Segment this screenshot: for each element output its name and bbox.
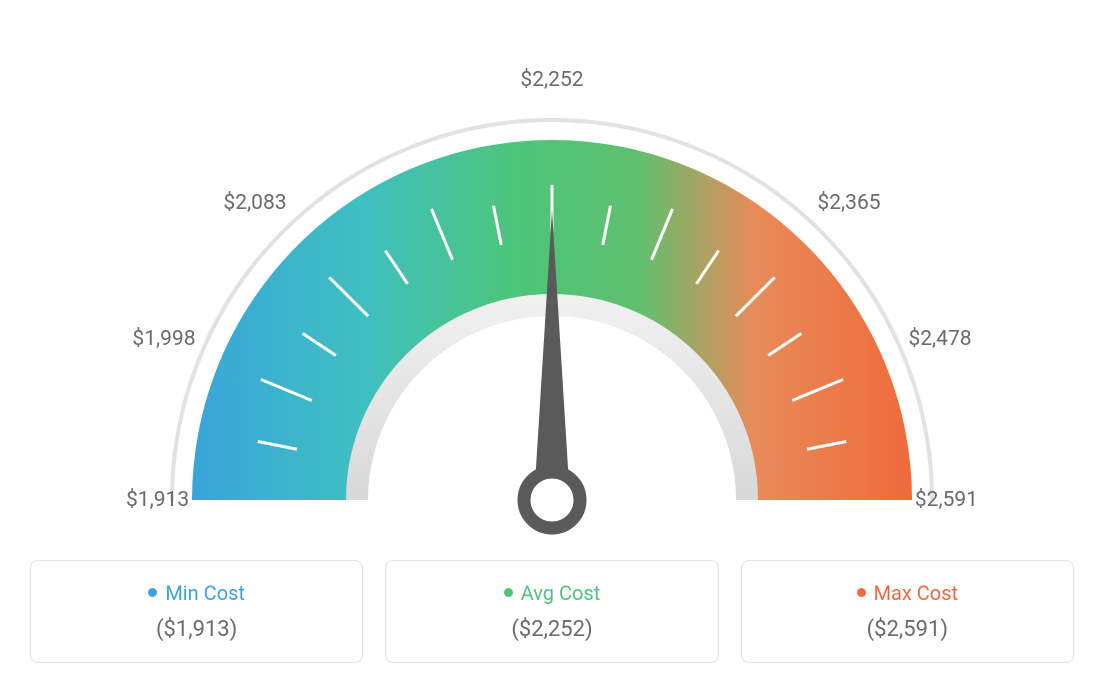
avg-cost-title: Avg Cost [404,581,699,605]
avg-cost-value: ($2,252) [404,617,699,642]
min-cost-title: Min Cost [49,581,344,605]
scale-label: $2,591 [915,488,978,512]
avg-dot-icon [504,588,513,597]
max-cost-card: Max Cost ($2,591) [741,560,1074,663]
cost-gauge-widget: $1,913 $1,998 $2,083 $2,252 $2,365 $2,478 $2,5… [30,30,1074,663]
min-cost-label: Min Cost [165,581,245,605]
min-dot-icon [148,588,157,597]
min-cost-card: Min Cost ($1,913) [30,560,363,663]
scale-label: $2,365 [817,191,880,215]
scale-label: $2,083 [223,191,286,215]
max-cost-title: Max Cost [760,581,1055,605]
avg-cost-label: Avg Cost [521,581,601,605]
scale-label: $2,478 [908,327,971,351]
scale-label: $1,998 [132,327,195,351]
scale-label: $1,913 [126,488,189,512]
cost-summary-cards: Min Cost ($1,913) Avg Cost ($2,252) Max … [30,560,1074,663]
max-cost-value: ($2,591) [760,617,1055,642]
scale-label: $2,252 [520,68,583,92]
gauge-svg [30,30,1074,550]
min-cost-value: ($1,913) [49,617,344,642]
max-dot-icon [857,588,866,597]
avg-cost-card: Avg Cost ($2,252) [385,560,718,663]
max-cost-label: Max Cost [874,581,959,605]
gauge-area: $1,913 $1,998 $2,083 $2,252 $2,365 $2,478 $2,5… [30,30,1074,550]
